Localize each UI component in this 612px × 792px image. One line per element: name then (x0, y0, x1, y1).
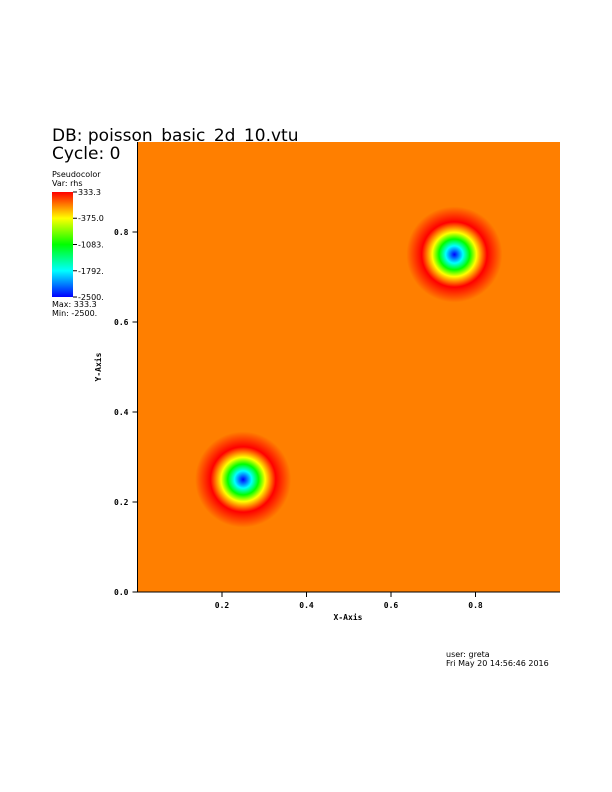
colorbar-tick-label: -375.0 (78, 214, 104, 223)
x-tick-label: 0.4 (299, 601, 314, 610)
colorbar-tick-label: 333.3 (78, 188, 101, 197)
y-tick-label: 0.0 (114, 588, 129, 597)
colorbar-tick-label: -2500. (78, 293, 104, 302)
legend-max: Max: 333.3 (52, 300, 97, 309)
y-tick-label: 0.4 (114, 408, 129, 417)
x-tick-label: 0.2 (215, 601, 230, 610)
legend-var: Var: rhs (52, 179, 83, 188)
source-spot (406, 206, 503, 303)
colorbar-tick-label: -1792. (78, 267, 104, 276)
legend-title: Pseudocolor (52, 170, 101, 179)
source-spot (195, 431, 292, 528)
x-tick-label: 0.8 (468, 601, 483, 610)
colorbar (52, 192, 73, 297)
y-axis-label: Y-Axis (93, 352, 103, 381)
plot-field (137, 142, 560, 592)
y-tick-label: 0.8 (114, 228, 129, 237)
user: user: greta (446, 650, 490, 659)
y-tick-label: 0.2 (114, 498, 129, 507)
legend-min: Min: -2500. (52, 309, 97, 318)
colorbar-tick-label: -1083. (78, 240, 104, 249)
y-tick-label: 0.6 (114, 318, 129, 327)
x-axis-label: X-Axis (334, 612, 363, 622)
date: Fri May 20 14:56:46 2016 (446, 659, 549, 668)
x-tick-label: 0.6 (384, 601, 399, 610)
db-title: DB: poisson_basic_2d_10.vtu (52, 126, 298, 146)
cycle: Cycle: 0 (52, 144, 120, 164)
